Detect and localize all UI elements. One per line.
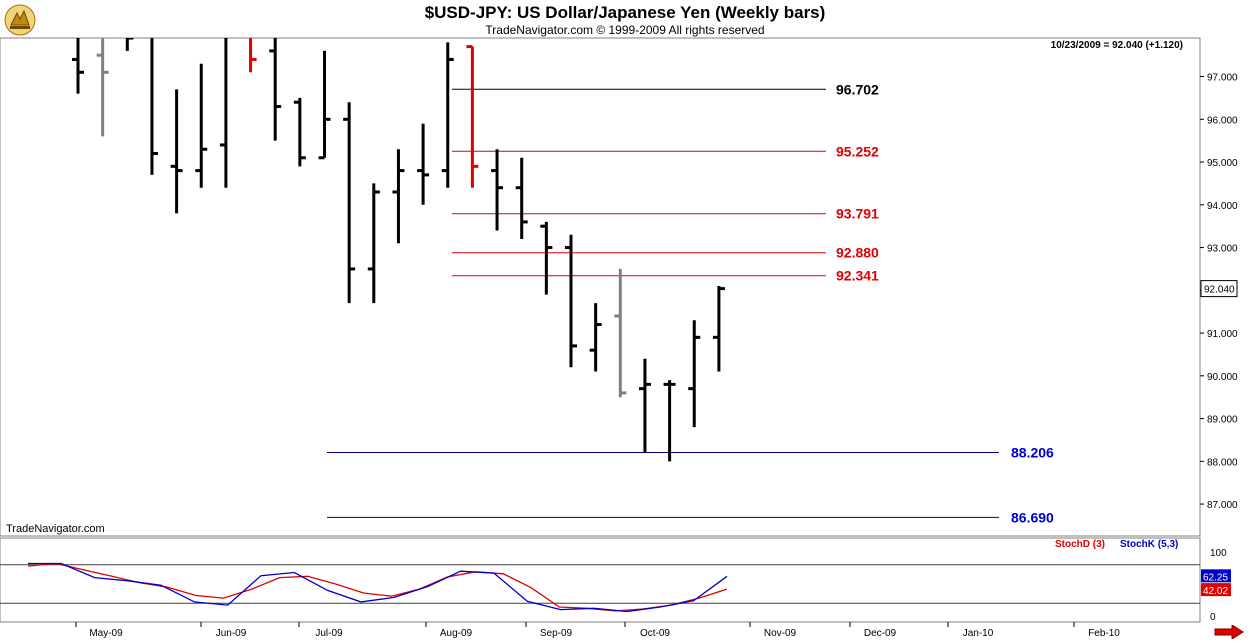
stoch-series-line <box>28 562 728 613</box>
y-tick-label: 96.000 <box>1207 115 1238 126</box>
ohlc-bar <box>293 97 306 167</box>
ohlc-bar <box>417 123 430 205</box>
y-tick-label: 89.000 <box>1207 415 1238 426</box>
x-tick-label: Sep-09 <box>540 628 573 639</box>
stoch-k-last-box <box>1201 569 1231 583</box>
ohlc-bar <box>688 320 701 428</box>
stochastic-grid <box>0 564 1200 604</box>
x-tick-label: Jun-09 <box>216 628 247 639</box>
ohlc-bar <box>540 221 553 295</box>
level-label: 96.702 <box>836 81 879 97</box>
chart-title: $USD-JPY: US Dollar/Japanese Yen (Weekly… <box>424 3 826 22</box>
ohlc-bar <box>318 50 331 160</box>
stoch-y-tick-label: 0 <box>1210 612 1216 623</box>
ohlc-bar <box>515 157 528 240</box>
ohlc-bar <box>150 38 158 175</box>
ohlc-bar <box>638 358 651 453</box>
ohlc-bar <box>466 45 479 188</box>
y-tick-label: 93.000 <box>1207 244 1238 255</box>
price-panel <box>0 37 1201 537</box>
level-label: 86.690 <box>1011 509 1054 525</box>
stochastic-y-axis: 100 0 <box>1210 548 1227 623</box>
y-tick-label: 88.000 <box>1207 457 1238 468</box>
x-tick-label: Nov-09 <box>764 628 797 639</box>
x-tick-label: Jan-10 <box>963 628 994 639</box>
watermark: TradeNavigator.com <box>6 523 105 535</box>
ohlc-bar <box>96 38 109 137</box>
ohlc-bar <box>367 183 380 304</box>
last-price-info: 10/23/2009 = 92.040 (+1.120) <box>1051 40 1183 51</box>
stoch-d-last-box <box>1201 583 1231 597</box>
ohlc-bars <box>72 38 725 462</box>
y-tick-label: 94.000 <box>1207 201 1238 212</box>
chart-header: $USD-JPY: US Dollar/Japanese Yen (Weekly… <box>0 0 1250 38</box>
date-x-axis: May-09 Jun-09 Jul-09 Aug-09 Sep-09 Oct-09 Nov-… <box>75 622 1120 639</box>
ohlc-bar <box>589 303 602 372</box>
ohlc-bar <box>72 38 84 94</box>
y-tick-label: 87.000 <box>1207 500 1238 511</box>
ohlc-bar <box>565 234 577 368</box>
y-tick-label: 95.000 <box>1207 158 1238 169</box>
stochastic-lines <box>27 562 728 613</box>
legend-entry: StochK (5,3) <box>1120 539 1178 550</box>
level-label: 93.791 <box>836 206 879 222</box>
last-price-box <box>1200 280 1238 298</box>
ohlc-bar <box>125 38 134 51</box>
ohlc-bar <box>614 268 627 398</box>
chart-subtitle: TradeNavigator.com © 1999-2009 All right… <box>485 23 765 37</box>
level-label: 95.252 <box>836 143 879 159</box>
ohlc-bar <box>170 89 183 214</box>
last-price-marker: 92.040 <box>1200 280 1238 298</box>
ohlc-bar <box>195 63 208 188</box>
stochastic-legend: StochD (3) StochK (5,3) <box>1055 539 1178 550</box>
scroll-right-arrow-icon[interactable] <box>1214 624 1244 640</box>
ohlc-bar <box>441 42 454 188</box>
ohlc-bar <box>249 38 257 73</box>
stochastic-panel <box>0 537 1201 623</box>
ohlc-bar <box>269 38 282 141</box>
x-tick-label: Dec-09 <box>864 628 897 639</box>
ohlc-bar <box>712 286 725 372</box>
ohlc-bar <box>663 380 676 462</box>
level-label: 92.880 <box>836 245 879 261</box>
last-price-value: 92.040 <box>1204 285 1235 296</box>
stochastic-last-values: 62.25 42.02 <box>1201 569 1231 597</box>
ohlc-bar <box>343 102 356 304</box>
stoch-y-tick-label: 100 <box>1210 548 1227 559</box>
ohlc-bar <box>219 38 228 188</box>
stoch-k-last-value: 62.25 <box>1203 572 1228 583</box>
x-tick-label: Jul-09 <box>315 628 343 639</box>
y-tick-label: 90.000 <box>1207 372 1238 383</box>
level-label: 88.206 <box>1011 445 1054 461</box>
fibonacci-levels: 96.702 95.252 93.791 92.880 92.341 88.206 86.6… <box>327 81 1054 525</box>
x-tick-label: Feb-10 <box>1088 628 1120 639</box>
ohlc-bar <box>491 149 504 231</box>
x-tick-label: Aug-09 <box>440 628 473 639</box>
x-tick-label: Oct-09 <box>640 628 670 639</box>
y-tick-label: 91.000 <box>1207 329 1238 340</box>
ohlc-bar <box>392 149 405 244</box>
legend-entry: StochD (3) <box>1055 539 1105 550</box>
y-tick-label: 97.000 <box>1207 73 1238 84</box>
x-tick-label: May-09 <box>89 628 123 639</box>
stoch-d-last-value: 42.02 <box>1203 586 1228 597</box>
trade-navigator-logo-icon[interactable] <box>3 3 37 37</box>
level-label: 92.341 <box>836 268 879 284</box>
